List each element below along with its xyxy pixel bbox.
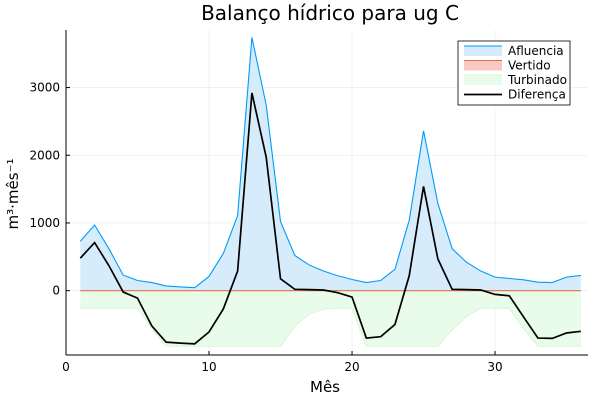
- axes: [65, 30, 588, 356]
- legend-vertido-swatch: [464, 60, 502, 71]
- x-tick-label: 10: [201, 360, 216, 374]
- line-series: [79, 37, 581, 347]
- x-axis-label: Mês: [310, 378, 340, 396]
- legend-turbinado-swatch: [464, 75, 502, 85]
- x-tick-label: 20: [344, 360, 359, 374]
- chart-title: Balanço hídrico para ug C: [201, 1, 459, 25]
- y-axis-label: m³·mês⁻¹: [4, 159, 22, 230]
- area-series: [80, 37, 581, 347]
- turbinado-line: [80, 307, 581, 347]
- afluencia-line: [79, 37, 581, 289]
- diferenca-line: [79, 92, 581, 345]
- x-tick-label: 0: [62, 360, 70, 374]
- legend-afluencia-swatch: [464, 46, 502, 56]
- tick-labels: 0 10 20 30 0 1000 2000 3000: [29, 81, 502, 374]
- legend-diferenca-label: Diferença: [508, 88, 566, 102]
- y-tick-label: 0: [52, 284, 60, 298]
- y-tick-label: 2000: [29, 148, 60, 162]
- y-tick-label: 3000: [29, 81, 60, 95]
- y-tick-label: 1000: [29, 216, 60, 230]
- legend-turbinado-label: Turbinado: [507, 73, 567, 87]
- legend-afluencia-label: Afluencia: [508, 44, 564, 58]
- turbinado-area: [80, 290, 581, 347]
- x-tick-label: 30: [487, 360, 502, 374]
- legend-vertido-label: Vertido: [508, 59, 551, 73]
